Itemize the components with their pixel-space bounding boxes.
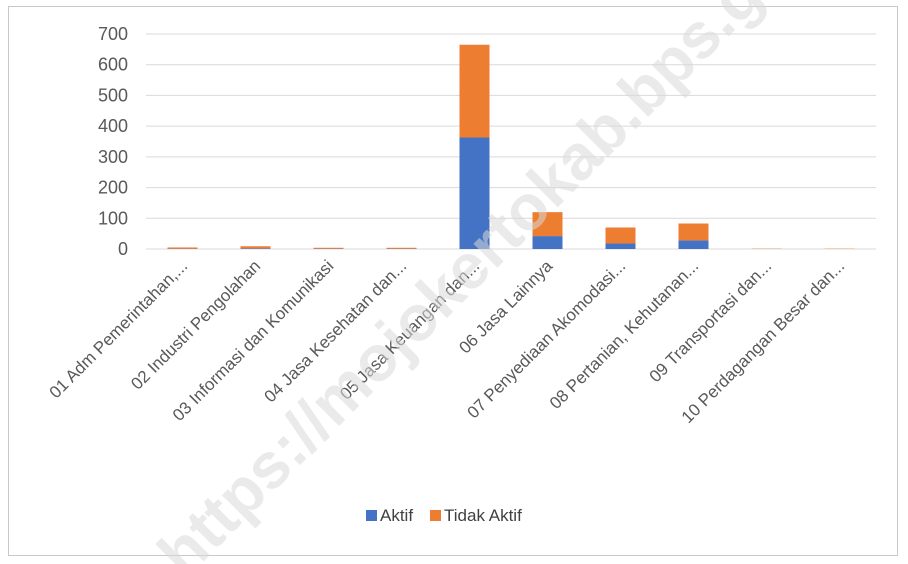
y-tick-label: 400 <box>98 116 128 136</box>
x-tick-label: 02 Industri Pengolahan <box>127 256 264 393</box>
bar-tidak-aktif <box>386 247 417 249</box>
x-tick-label: 01 Adm Pemerintahan,... <box>46 256 192 402</box>
y-tick-label: 200 <box>98 178 128 198</box>
legend-label: Aktif <box>380 506 413 525</box>
bar-tidak-aktif <box>167 247 198 249</box>
bar-tidak-aktif <box>240 246 271 249</box>
x-tick-label: 09 Transportasi dan... <box>646 256 776 386</box>
chart-frame <box>8 6 898 556</box>
bar-aktif <box>459 137 490 249</box>
bar-tidak-aktif <box>678 223 709 241</box>
bar-tidak-aktif <box>459 44 490 138</box>
x-tick-label: 08 Pertanian, Kehutanan... <box>546 256 702 412</box>
y-axis-ticks: 0 100 200 300 400 500 600 700 <box>98 24 128 259</box>
y-tick-label: 100 <box>98 208 128 228</box>
legend-swatch <box>366 510 377 521</box>
bar-tidak-aktif <box>605 227 636 244</box>
bar-tidak-aktif <box>532 212 563 237</box>
y-tick-label: 0 <box>118 239 128 259</box>
bar-tidak-aktif <box>313 247 344 249</box>
bar-aktif <box>605 243 636 249</box>
legend: Aktif Tidak Aktif <box>366 506 522 525</box>
bar-aktif <box>240 248 271 249</box>
y-tick-label: 300 <box>98 147 128 167</box>
bar-aktif <box>532 236 563 249</box>
y-tick-label: 500 <box>98 85 128 105</box>
legend-label: Tidak Aktif <box>444 506 522 525</box>
bars <box>167 44 855 249</box>
legend-swatch <box>430 510 441 521</box>
y-tick-label: 600 <box>98 55 128 75</box>
y-tick-label: 700 <box>98 24 128 44</box>
bar-aktif <box>678 240 709 249</box>
